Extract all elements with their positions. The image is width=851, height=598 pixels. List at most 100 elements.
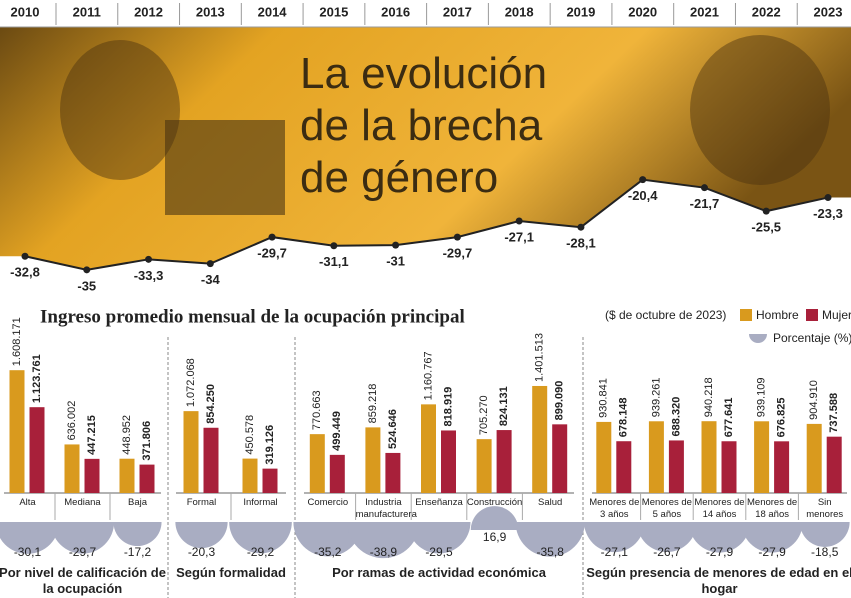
point (516, 218, 523, 225)
category-label: Industria manufacturera (356, 497, 412, 521)
value-label: 770.663 (311, 390, 323, 430)
value-label: 499.449 (331, 411, 343, 451)
value-label: -28,1 (566, 236, 596, 251)
value-label: 899.090 (554, 381, 566, 421)
legend-label: Hombre (756, 308, 799, 322)
year-label: 2019 (566, 4, 595, 19)
bar (754, 421, 769, 493)
point (22, 253, 29, 260)
value-label: 930.841 (598, 378, 610, 418)
category-label: Sin menores (798, 497, 851, 521)
value-label: 859.218 (367, 384, 379, 424)
point (763, 208, 770, 215)
value-label: -35 (77, 278, 96, 293)
bar (702, 421, 717, 493)
bar (441, 430, 456, 493)
legend-swatch (740, 309, 752, 321)
bar (596, 422, 611, 493)
bar (140, 465, 155, 493)
bar (330, 455, 345, 493)
value-label: 1.401.513 (534, 333, 546, 382)
bar (30, 407, 45, 493)
year-label: 2017 (443, 4, 472, 19)
year-label: 2020 (628, 4, 657, 19)
category-label: Salud (522, 497, 578, 509)
point (269, 234, 276, 241)
group-label: Según presencia de menores de edad en el… (583, 565, 851, 597)
point (454, 234, 461, 241)
chart-title: La evolución de la brecha de género (300, 48, 585, 204)
percent-semicircle (113, 522, 161, 546)
bar (669, 440, 684, 493)
percent-label: -27,9 (706, 545, 734, 559)
year-label: 2021 (690, 4, 719, 19)
bar (477, 439, 492, 493)
bar (532, 386, 547, 493)
legend-swatch (806, 309, 818, 321)
bar (310, 434, 325, 493)
value-label: 939.109 (756, 378, 768, 418)
bar (421, 404, 436, 493)
value-label: 677.641 (723, 397, 735, 437)
group-label: Según formalidad (167, 565, 295, 581)
value-label: -32,8 (10, 265, 40, 280)
photo-shape (165, 120, 285, 215)
bar (722, 441, 737, 493)
value-label: 1.608.171 (11, 317, 23, 366)
category-label: Baja (110, 497, 165, 509)
bar (120, 459, 135, 493)
percent-label: -27,9 (758, 545, 786, 559)
percent-label: -17,2 (124, 545, 152, 559)
percent-label: -26,7 (653, 545, 681, 559)
value-label: -34 (201, 272, 221, 287)
value-label: -20,4 (628, 188, 658, 203)
category-label: Menores de 14 años (693, 497, 746, 521)
value-label: 824.131 (498, 386, 510, 426)
category-label: Menores de 3 años (588, 497, 641, 521)
bar (263, 469, 278, 493)
percent-label: -18,5 (811, 545, 839, 559)
year-label: 2010 (11, 4, 40, 19)
point (392, 242, 399, 249)
year-label: 2015 (319, 4, 348, 19)
point (639, 176, 646, 183)
bar (85, 459, 100, 493)
value-label: -29,7 (257, 246, 287, 261)
value-label: 818.919 (442, 387, 454, 427)
point (330, 242, 337, 249)
category-label: Informal (231, 497, 290, 509)
bar (827, 437, 842, 493)
value-label: 450.578 (244, 415, 256, 455)
group-label: Por nivel de calificación de la ocupació… (0, 565, 170, 597)
legend-swatch (749, 334, 767, 343)
point (145, 256, 152, 263)
value-label: -33,3 (134, 268, 164, 283)
year-label: 2016 (381, 4, 410, 19)
year-label: 2018 (505, 4, 534, 19)
year-label: 2022 (752, 4, 781, 19)
year-label: 2012 (134, 4, 163, 19)
value-label: 737.588 (828, 393, 840, 433)
category-label: Formal (172, 497, 231, 509)
value-label: 371.806 (141, 421, 153, 461)
value-label: 688.320 (670, 397, 682, 437)
point (701, 184, 708, 191)
category-label: Mediana (55, 497, 110, 509)
point (825, 194, 832, 201)
point (577, 224, 584, 231)
value-label: -25,5 (751, 220, 781, 235)
value-label: 524.646 (387, 409, 399, 449)
percent-label: -29,5 (425, 545, 453, 559)
point (207, 260, 214, 267)
percent-label: -29,2 (247, 545, 275, 559)
percent-semicircle (800, 522, 850, 547)
bar (65, 444, 80, 493)
photo-shape (690, 35, 830, 185)
category-label: Enseñanza (411, 497, 467, 509)
photo-shape (60, 40, 180, 180)
value-label: 904.910 (808, 380, 820, 420)
value-label: -23,3 (813, 206, 843, 221)
bar (616, 441, 631, 493)
value-label: 940.218 (703, 377, 715, 417)
bar (807, 424, 822, 493)
